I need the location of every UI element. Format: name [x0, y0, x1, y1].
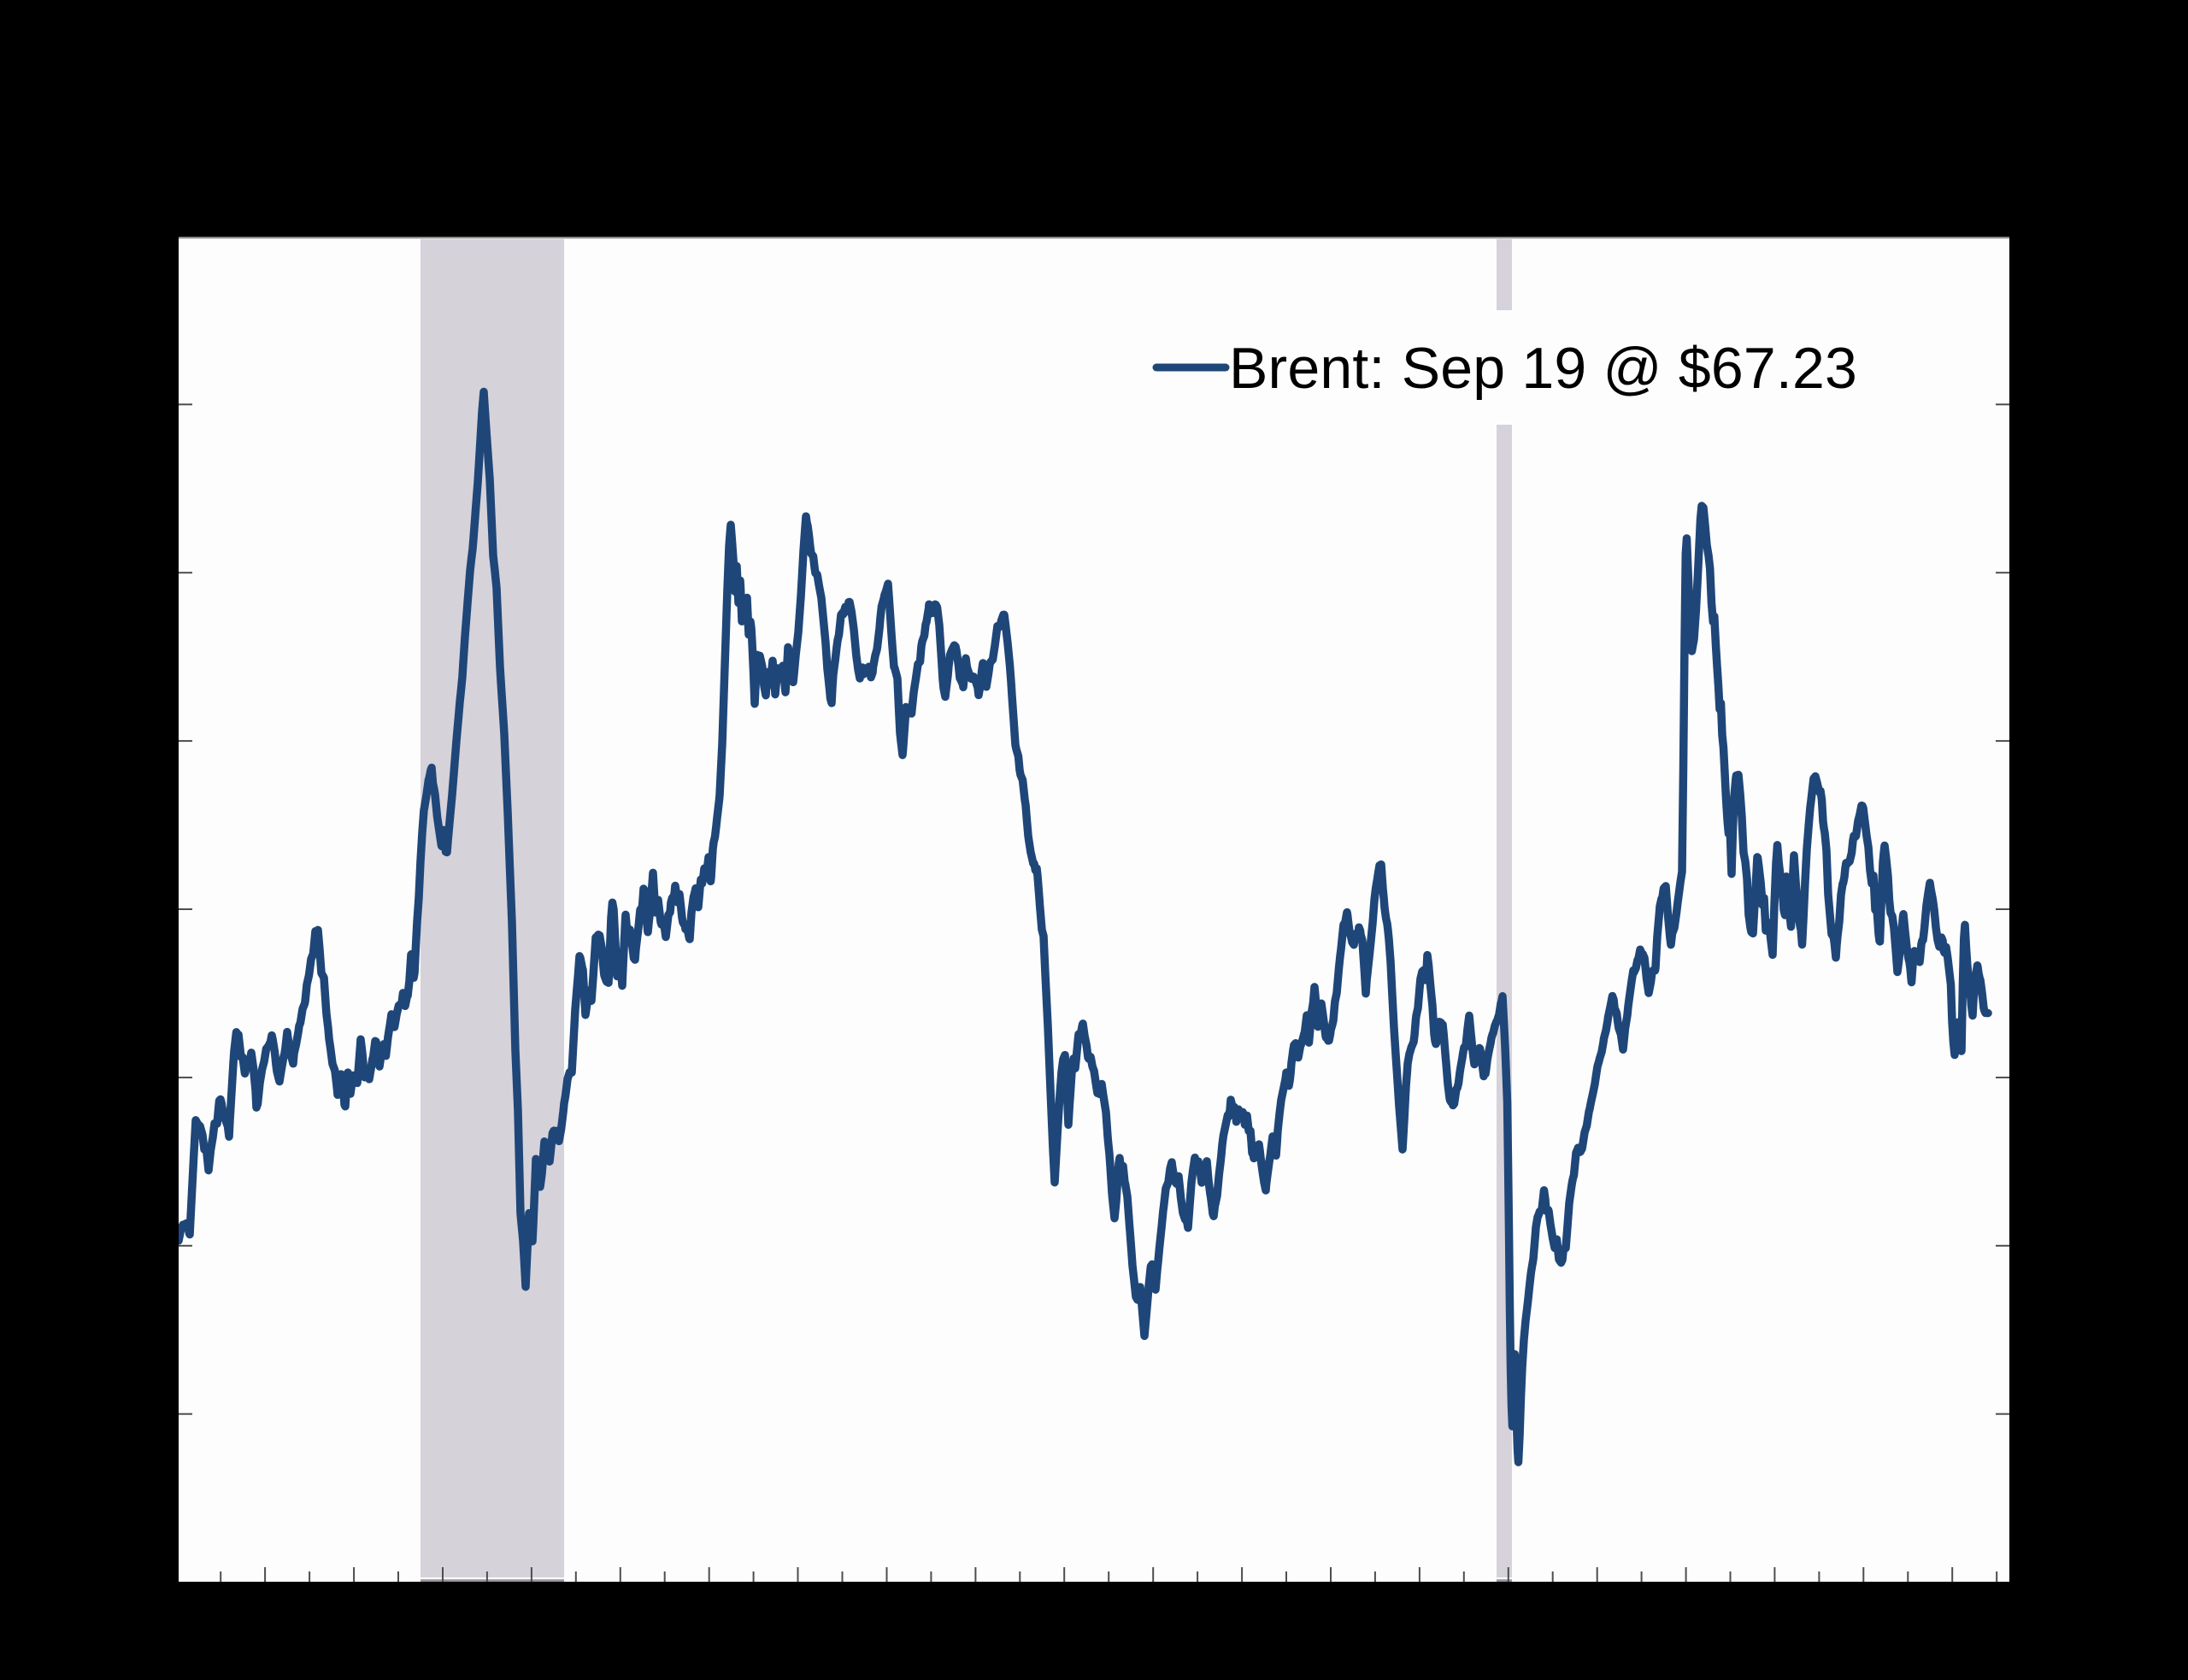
svg-text:Brent: Sep 19 @ $67.23: Brent: Sep 19 @ $67.23 — [1229, 336, 1857, 401]
